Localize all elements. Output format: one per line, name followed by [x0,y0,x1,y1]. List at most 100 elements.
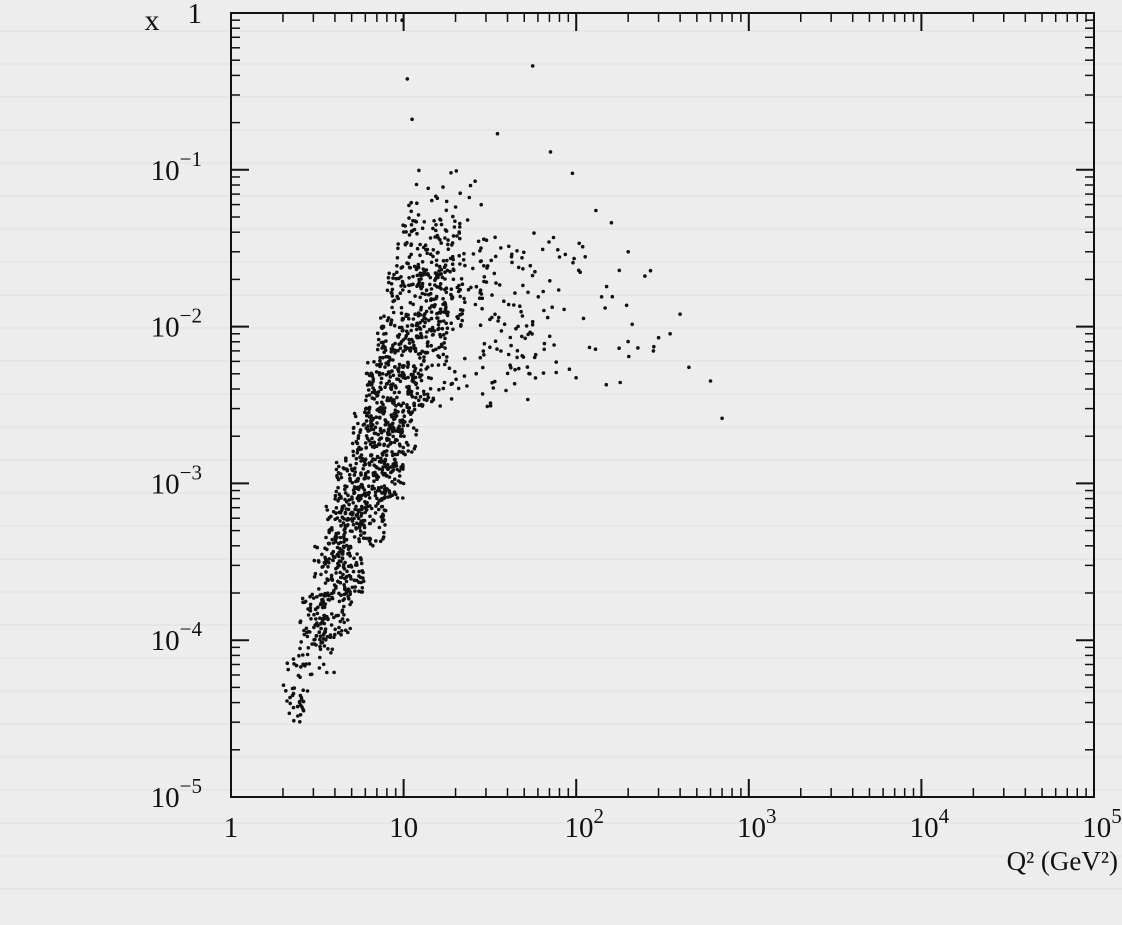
data-point [367,496,372,500]
data-point [313,571,318,576]
data-point [519,309,523,314]
data-point [338,575,343,580]
data-point [513,291,517,295]
data-point [353,414,358,419]
data-point [382,428,386,433]
data-point [652,344,656,349]
data-point [434,258,439,263]
plot-frame [230,12,1095,798]
data-point [310,672,314,677]
data-point [583,254,587,259]
data-point [394,276,399,281]
data-point [334,533,338,538]
data-point [456,386,461,391]
data-point [369,453,373,458]
data-point [410,323,415,328]
data-point [312,575,317,579]
x-tick-label: 10 [389,812,418,844]
x-tick-label-base: 10 [389,812,418,844]
data-point [345,574,349,579]
data-point [438,307,443,312]
data-point [409,283,413,287]
data-point [364,398,368,403]
data-point [320,552,324,557]
data-point [342,533,346,537]
data-point [297,700,302,705]
data-point [384,361,388,366]
data-point [423,292,428,297]
data-point [617,268,622,273]
data-point [325,558,329,563]
x-tick-label-exponent: 4 [939,804,950,828]
data-point [394,461,398,465]
data-point [523,336,527,341]
data-point [388,441,393,446]
data-point [465,384,469,388]
data-point [450,262,455,267]
data-point [497,283,502,287]
data-point [431,248,436,252]
data-point [386,275,391,280]
data-point [424,288,429,293]
data-point [376,343,381,347]
data-point [411,426,416,430]
data-point [438,332,442,337]
data-point [350,441,355,446]
data-point [458,262,462,266]
data-point [410,117,414,122]
data-point [318,655,322,660]
data-point [383,418,388,422]
data-point [375,477,379,482]
data-point [361,467,366,471]
data-point [364,445,369,450]
data-point [415,386,420,390]
data-point [312,612,316,617]
data-point [308,630,312,634]
data-point [445,355,449,359]
data-point [359,471,363,475]
data-point [314,617,318,621]
data-point [378,415,382,420]
data-point [708,379,713,383]
data-point [443,336,447,341]
data-point [414,428,419,433]
data-point [353,585,358,589]
data-point [385,463,390,467]
data-point [312,558,317,563]
data-point [379,505,384,509]
data-point [382,450,387,454]
data-point [438,404,443,408]
data-point [338,540,343,545]
data-point [463,356,467,361]
data-point [420,318,425,323]
data-point [326,565,330,569]
y-tick-label: 10−3 [151,460,202,500]
data-point [402,434,406,439]
data-point [396,348,400,353]
data-point [397,474,402,478]
data-point [356,487,361,492]
data-point [301,699,306,704]
data-point [398,291,403,296]
data-point [390,415,394,419]
data-point [335,565,340,569]
data-point [305,634,310,639]
data-point [319,592,324,597]
data-point [370,382,374,386]
data-point [421,271,426,275]
data-point [393,482,397,486]
data-point [554,360,558,364]
data-point [445,268,450,273]
data-point [406,375,410,380]
data-point [406,409,411,413]
data-point [299,665,303,669]
data-point [350,481,355,485]
data-point [366,476,371,480]
data-point [460,282,465,287]
data-point [341,466,346,470]
data-point [312,642,317,646]
data-point [610,294,615,299]
data-point [451,277,456,282]
data-point [337,554,341,559]
data-point [510,252,514,257]
